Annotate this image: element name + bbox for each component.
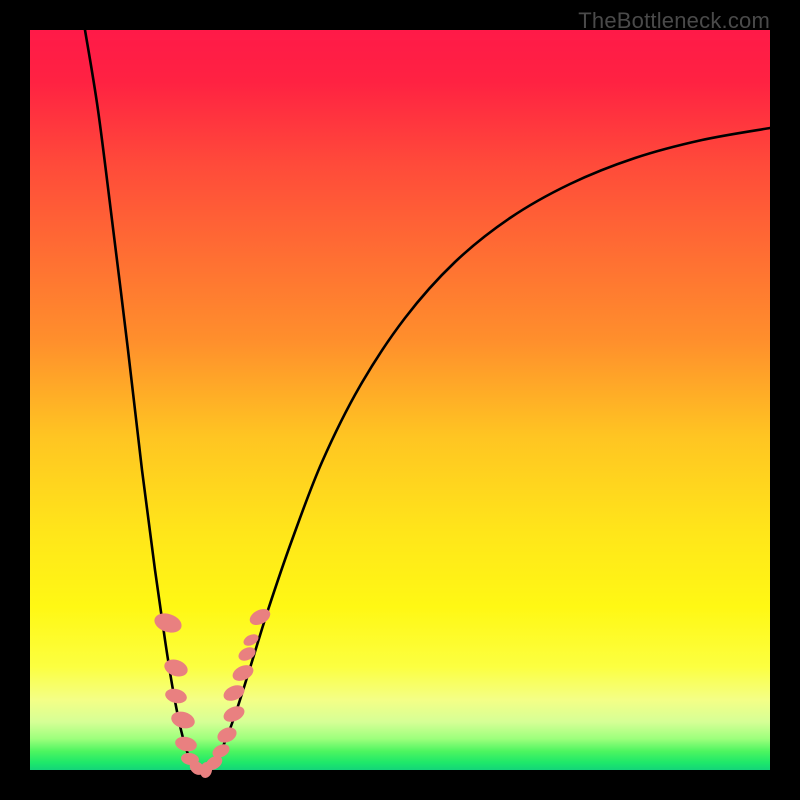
chart-stage: TheBottleneck.com xyxy=(0,0,800,800)
gradient-background xyxy=(30,30,770,770)
watermark-text: TheBottleneck.com xyxy=(578,8,770,34)
